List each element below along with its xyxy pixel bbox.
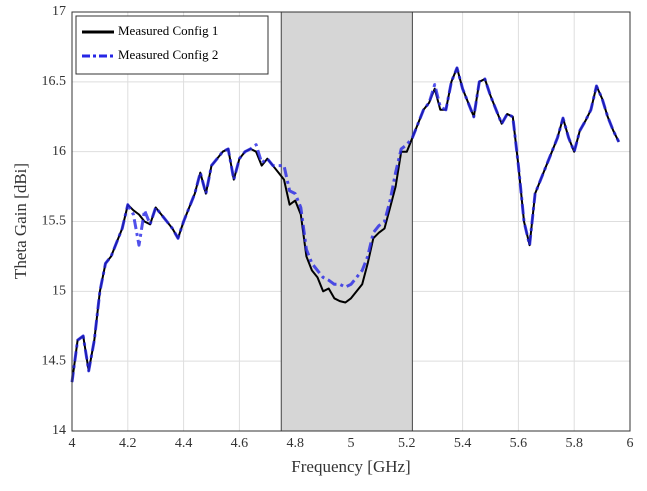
- y-axis-label: Theta Gain [dBi]: [11, 163, 30, 279]
- y-tick-label: 17: [52, 4, 66, 19]
- x-tick-label: 5: [348, 436, 355, 451]
- y-tick-label: 14: [52, 423, 66, 438]
- plot-frame: [71, 11, 631, 432]
- x-tick-label: 5.6: [510, 436, 528, 451]
- y-tick-label: 15.5: [42, 214, 67, 229]
- y-tick-label: 14.5: [42, 353, 67, 368]
- shaded-span: [280, 11, 413, 432]
- legend-label: Measured Config 1: [118, 23, 218, 38]
- x-tick-label: 4.6: [231, 436, 249, 451]
- x-tick-label: 5.4: [454, 436, 472, 451]
- x-axis-label: Frequency [GHz]: [291, 457, 410, 476]
- x-tick-label: 6: [627, 436, 634, 451]
- y-tick-label: 16: [52, 144, 66, 159]
- legend-label: Measured Config 2: [118, 47, 218, 62]
- x-tick-label: 4.8: [286, 436, 304, 451]
- x-tick-label: 4.2: [119, 436, 137, 451]
- series-line: [70, 66, 621, 383]
- x-tick-label: 4: [69, 436, 76, 451]
- x-tick-label: 5.2: [398, 436, 416, 451]
- y-tick-label: 16.5: [42, 74, 67, 89]
- legend-box: [75, 15, 269, 75]
- x-tick-label: 4.4: [175, 436, 193, 451]
- y-tick-label: 15: [52, 284, 66, 299]
- x-tick-label: 5.8: [565, 436, 583, 451]
